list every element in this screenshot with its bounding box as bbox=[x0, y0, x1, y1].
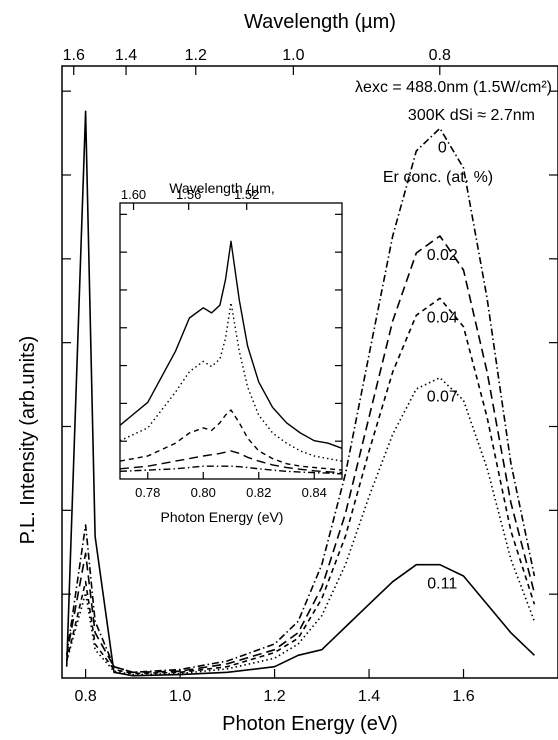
series-line-0-07 bbox=[65, 376, 536, 676]
series-line-0-04 bbox=[119, 409, 343, 471]
series-label: 0.07 bbox=[427, 389, 458, 406]
main-plot-frame bbox=[61, 65, 558, 679]
top-tick-label: 0.8 bbox=[429, 47, 451, 64]
legend-title: Er conc. (at. %) bbox=[383, 169, 493, 186]
x-tick-label: 0.84 bbox=[302, 485, 327, 500]
x-tick-label: 0.78 bbox=[135, 485, 160, 500]
inset-plot-frame bbox=[119, 202, 343, 480]
series-line-0-04 bbox=[65, 297, 536, 675]
x-tick-label: 1.4 bbox=[358, 688, 380, 705]
annotation-excitation: λexc = 488.0nm (1.5W/cm²) bbox=[355, 79, 552, 96]
series-label: 0 bbox=[438, 139, 447, 156]
top-tick-label: 1.52 bbox=[234, 187, 259, 202]
inset-x-axis-title: Photon Energy (eV) bbox=[161, 509, 284, 525]
series-label: 0.02 bbox=[427, 247, 458, 264]
series-label: 0.11 bbox=[427, 576, 457, 593]
x-tick-label: 1.0 bbox=[169, 688, 191, 705]
series-line-0-11 bbox=[65, 110, 535, 677]
top-tick-label: 1.56 bbox=[176, 187, 201, 202]
x-tick-label: 0.80 bbox=[191, 485, 216, 500]
top-tick-label: 1.6 bbox=[63, 47, 85, 64]
series-line-0-02 bbox=[65, 235, 536, 674]
annotation-temperature: 300K dSi ≈ 2.7nm bbox=[408, 107, 535, 124]
x-tick-label: 1.6 bbox=[452, 688, 474, 705]
x-tick-label: 0.82 bbox=[246, 485, 271, 500]
y-axis-title: P.L. Intensity (arb.units) bbox=[17, 336, 39, 545]
series-line-0-02 bbox=[119, 450, 343, 474]
series-line-0-07 bbox=[119, 302, 343, 462]
x-tick-label: 1.2 bbox=[263, 688, 285, 705]
series-line-0-11 bbox=[119, 240, 343, 449]
x-tick-label: 0.8 bbox=[74, 688, 96, 705]
top-tick-label: 1.2 bbox=[185, 47, 207, 64]
top-tick-label: 1.0 bbox=[282, 47, 304, 64]
top-axis-title: Wavelength (µm) bbox=[244, 11, 396, 33]
top-tick-label: 1.60 bbox=[121, 187, 146, 202]
inset-top-axis-title: Wavelength (µm, bbox=[169, 180, 275, 196]
series-label: 0.04 bbox=[427, 309, 458, 326]
x-axis-title: Photon Energy (eV) bbox=[222, 713, 398, 735]
top-tick-label: 1.4 bbox=[115, 47, 137, 64]
